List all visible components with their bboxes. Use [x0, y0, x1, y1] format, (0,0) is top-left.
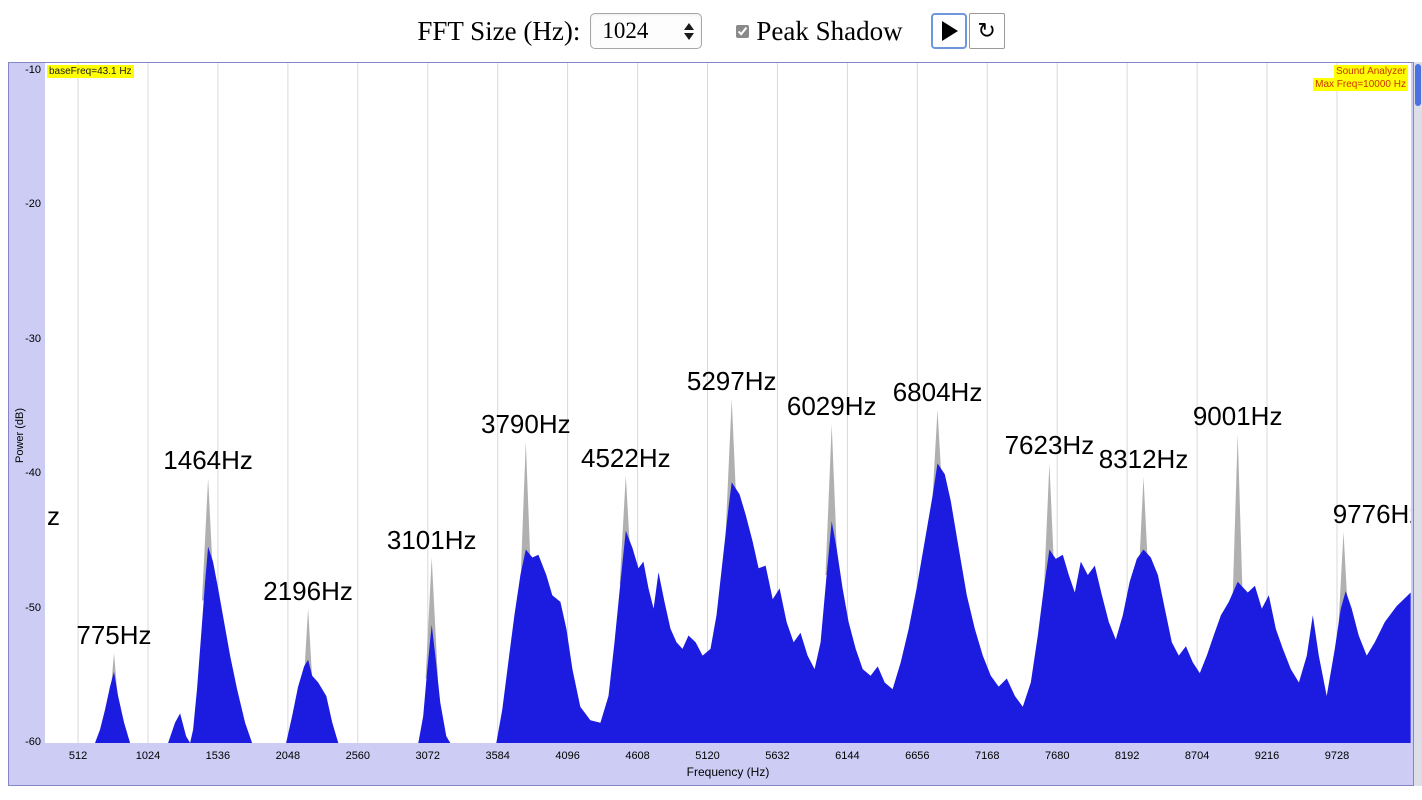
peak-label: 8312Hz	[1098, 443, 1189, 474]
peak-label: 6029Hz	[786, 391, 877, 422]
peak-shadow-checkbox[interactable]	[736, 24, 750, 38]
reload-icon: ↻	[977, 18, 996, 44]
plot-area[interactable]: baseFreq=43.1 Hz Sound Analyzer Max Freq…	[45, 63, 1411, 743]
control-bar: FFT Size (Hz): 1024 Peak Shadow ↻	[0, 0, 1422, 62]
spectrum-canvas	[45, 63, 1411, 743]
x-tick-label: 512	[68, 750, 88, 762]
play-icon	[942, 21, 959, 41]
analyzer-title-tag: Sound Analyzer	[1333, 65, 1408, 78]
x-tick-label: 4096	[555, 750, 580, 762]
x-tick-label: 8704	[1184, 750, 1210, 762]
x-tick-label: 3072	[415, 750, 440, 762]
peak-label: 5297Hz	[686, 365, 777, 396]
y-tick-label: -40	[25, 467, 41, 480]
x-tick-label: 2048	[275, 750, 301, 762]
stepper-up-icon	[684, 22, 695, 30]
y-tick-label: -60	[25, 736, 41, 748]
x-tick-label: 1024	[135, 750, 161, 762]
peak-label: 2196Hz	[263, 575, 353, 606]
spectrum-area	[45, 463, 1411, 743]
peak-label: 3101Hz	[386, 524, 477, 555]
y-tick-label: -10	[25, 64, 41, 76]
fft-size-value: 1024	[602, 18, 649, 43]
max-freq-tag: Max Freq=10000 Hz	[1313, 78, 1408, 91]
x-tick-label: 2560	[345, 750, 371, 762]
play-button[interactable]	[930, 13, 967, 49]
y-axis-title: Power (dB)	[14, 407, 26, 463]
x-axis-title: Frequency (Hz)	[686, 765, 770, 779]
stepper-icon	[684, 22, 695, 40]
peak-label: 9776Hz	[1332, 498, 1411, 529]
x-tick-label: 6144	[835, 750, 860, 762]
y-tick-label: -30	[25, 332, 41, 345]
x-tick-label: 6656	[905, 750, 930, 762]
peak-label: 6804Hz	[892, 376, 983, 407]
peak-label: 775Hz	[76, 619, 152, 650]
spectrum-chart: baseFreq=43.1 Hz Sound Analyzer Max Freq…	[8, 62, 1414, 786]
peak-label: 9001Hz	[1192, 400, 1283, 431]
x-tick-label: 4608	[625, 750, 650, 762]
base-freq-tag: baseFreq=43.1 Hz	[47, 65, 134, 78]
fft-size-select[interactable]: 1024	[590, 13, 703, 49]
analyzer-info-tags: Sound Analyzer Max Freq=10000 Hz	[1313, 65, 1408, 91]
fft-size-label: FFT Size (Hz):	[417, 15, 581, 46]
x-tick-label: 9216	[1254, 750, 1280, 762]
peak-label: 3790Hz	[481, 408, 571, 439]
x-tick-label: 5632	[765, 750, 790, 762]
y-tick-label: -50	[25, 601, 41, 614]
peak-label: 4522Hz	[581, 442, 671, 473]
x-tick-label: 7680	[1044, 750, 1070, 762]
x-tick-label: 5120	[695, 750, 720, 762]
stepper-down-icon	[684, 32, 695, 40]
x-tick-label: 8192	[1114, 750, 1140, 762]
peak-label: 1464Hz	[163, 445, 253, 476]
x-tick-label: 7168	[975, 750, 1000, 762]
peak-shadow-label[interactable]: Peak Shadow	[756, 15, 903, 46]
y-tick-label: -20	[25, 198, 41, 211]
peak-label: 7623Hz	[1004, 430, 1095, 461]
clipped-peak-label: z	[47, 501, 60, 531]
x-tick-label: 3584	[485, 750, 510, 762]
x-tick-label: 9728	[1324, 750, 1350, 762]
x-tick-label: 1536	[205, 750, 231, 762]
reload-button[interactable]: ↻	[968, 13, 1005, 49]
vertical-scrollbar[interactable]	[1414, 62, 1422, 786]
scrollbar-thumb[interactable]	[1415, 64, 1421, 106]
